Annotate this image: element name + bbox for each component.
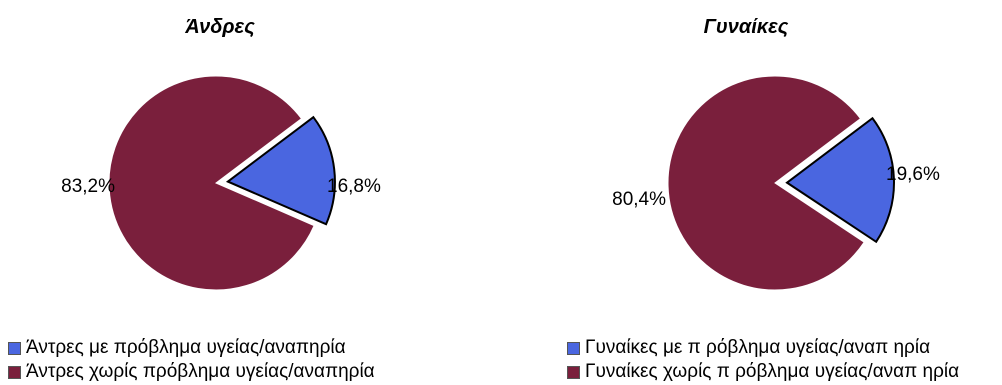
legend: Γυναίκες με π ρόβλημα υγείας/αναπ ηρία Γ… [567, 336, 959, 384]
pie-svg: 19,6% 80,4% [612, 75, 940, 291]
legend-swatch [567, 365, 580, 379]
pie-chart-women: Γυναίκες 19,6% 80,4% Γυναίκες με π ρόβλημ… [501, 0, 1002, 385]
pie-slice [667, 75, 865, 291]
pie-slice [785, 116, 895, 244]
chart-title: Γυναίκες [703, 16, 789, 38]
pie-svg: 16,8% 83,2% [61, 75, 381, 291]
legend-label: Άντρες με πρόβλημα υγείας/αναπηρία [26, 337, 346, 358]
pie-slice [108, 75, 315, 291]
data-label: 83,2% [61, 176, 115, 197]
legend-item: Γυναίκες με π ρόβλημα υγείας/αναπ ηρία [567, 336, 959, 360]
legend-swatch [567, 341, 580, 355]
data-label: 19,6% [886, 164, 940, 185]
data-label: 80,4% [612, 189, 666, 210]
pie-chart-men: Άνδρες 16,8% 83,2% Άντρες με πρόβλημα υγε… [8, 16, 381, 384]
data-label: 16,8% [327, 176, 381, 197]
legend-item: Άντρες με πρόβλημα υγείας/αναπηρία [8, 336, 375, 360]
legend-swatch [8, 341, 21, 355]
legend-label: Γυναίκες με π ρόβλημα υγείας/αναπ ηρία [585, 337, 931, 358]
chart-title: Άνδρες [185, 16, 255, 38]
legend-label: Γυναίκες χωρίς π ρόβλημα υγείας/αναπ ηρί… [585, 361, 960, 382]
legend: Άντρες με πρόβλημα υγείας/αναπηρία Άντρε… [8, 336, 375, 384]
pie-slice [225, 115, 336, 226]
legend-item: Γυναίκες χωρίς π ρόβλημα υγείας/αναπ ηρί… [567, 360, 959, 384]
legend-swatch [8, 365, 21, 379]
legend-label: Άντρες χωρίς πρόβλημα υγείας/αναπηρία [26, 361, 375, 382]
legend-item: Άντρες χωρίς πρόβλημα υγείας/αναπηρία [8, 360, 375, 384]
